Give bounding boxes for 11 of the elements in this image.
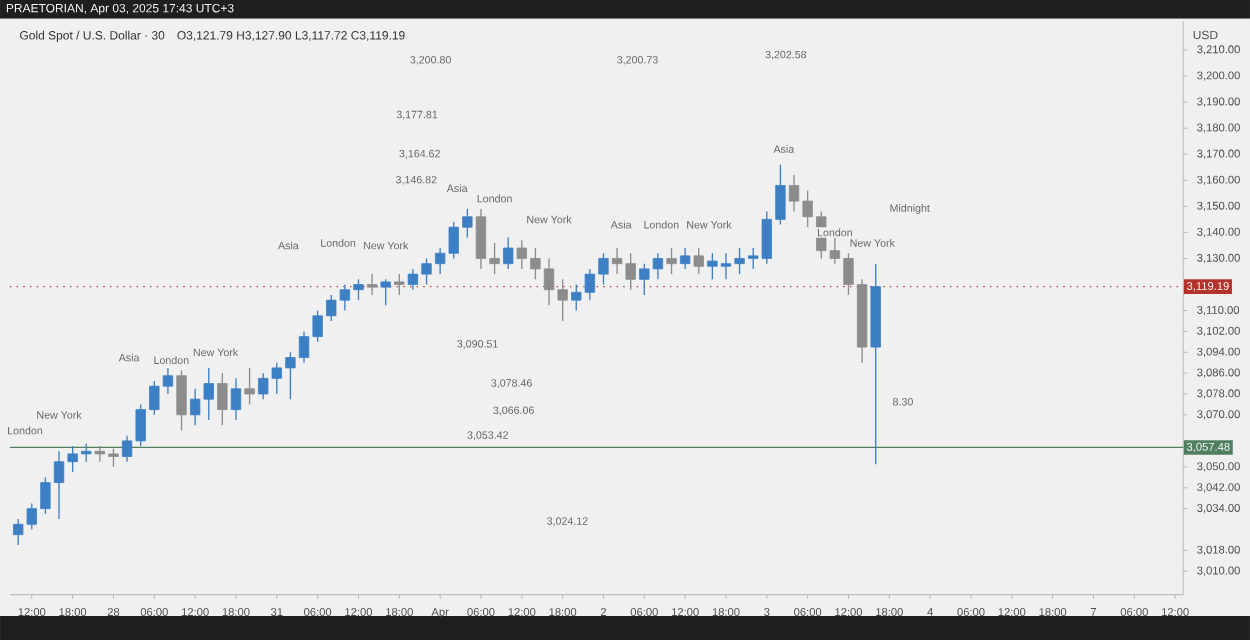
candlestick bbox=[380, 278, 391, 307]
candlestick bbox=[503, 236, 514, 270]
candlestick bbox=[679, 247, 691, 270]
candlestick bbox=[217, 372, 228, 426]
candlestick bbox=[230, 377, 242, 421]
candlestick bbox=[693, 247, 704, 275]
candlestick bbox=[366, 273, 378, 296]
candlestick bbox=[394, 273, 405, 296]
candlestick bbox=[244, 367, 255, 406]
candlestick bbox=[176, 369, 187, 432]
candlestick bbox=[666, 247, 677, 275]
